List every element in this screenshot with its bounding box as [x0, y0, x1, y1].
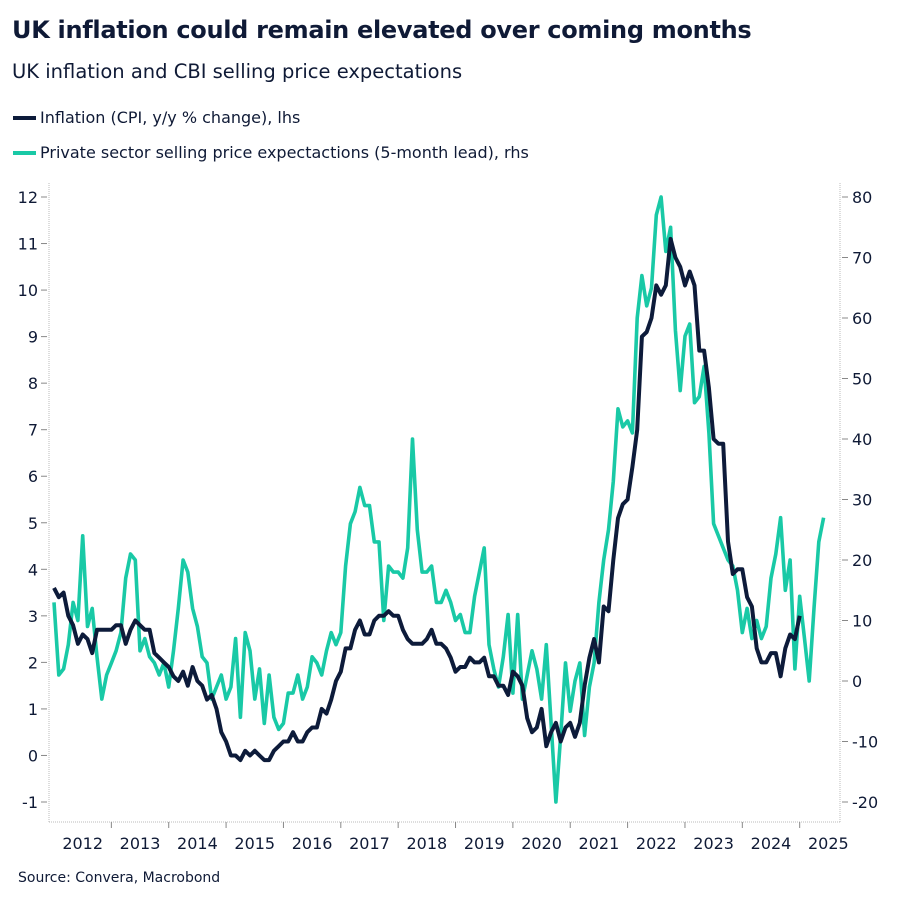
y-left-tick-label: 12	[18, 188, 38, 207]
x-tick-label: 2016	[292, 834, 333, 853]
y-right-tick-label: 20	[852, 551, 872, 570]
y-right-tick-label: 40	[852, 430, 872, 449]
y-left-tick-label: 10	[18, 281, 38, 300]
y-right-tick-label: -20	[852, 793, 878, 812]
y-left-tick-label: 4	[28, 560, 38, 579]
series-line-inflation	[52, 236, 802, 763]
x-tick-label: 2017	[349, 834, 390, 853]
legend-label-expectations: Private sector selling price expectactio…	[40, 143, 529, 162]
y-left-tick-label: 9	[28, 328, 38, 347]
legend-swatch-inflation	[13, 115, 36, 120]
y-left-tick-label: 2	[28, 653, 38, 672]
y-left-tick-label: 7	[28, 421, 38, 440]
chart-title: UK inflation could remain elevated over …	[12, 16, 752, 44]
y-left-tick-label: 5	[28, 514, 38, 533]
x-tick-label: 2024	[751, 834, 792, 853]
x-tick-label: 2022	[636, 834, 677, 853]
y-right-tick-label: 70	[852, 249, 872, 268]
y-right-tick-label: 30	[852, 491, 872, 510]
x-tick-label: 2015	[234, 834, 275, 853]
y-right-tick-label: 50	[852, 370, 872, 389]
x-tick-label: 2014	[177, 834, 218, 853]
legend-item-expectations: Private sector selling price expectactio…	[13, 143, 529, 162]
y-right-tick-label: 10	[852, 612, 872, 631]
y-right-tick-label: -10	[852, 733, 878, 752]
y-left-tick-label: 0	[28, 746, 38, 765]
y-left-tick-label: 11	[18, 235, 38, 254]
x-tick-label: 2023	[693, 834, 734, 853]
x-tick-label: 2021	[579, 834, 620, 853]
source-note: Source: Convera, Macrobond	[18, 870, 221, 886]
y-right-tick-label: 60	[852, 309, 872, 328]
legend-swatch-expectations	[13, 150, 36, 155]
y-left-tick-label: 8	[28, 374, 38, 393]
y-left-tick-label: 3	[28, 607, 38, 626]
x-tick-label: 2019	[464, 834, 505, 853]
y-left-tick-label: 6	[28, 467, 38, 486]
y-right-tick-label: 80	[852, 188, 872, 207]
legend-item-inflation: Inflation (CPI, y/y % change), lhs	[13, 108, 300, 127]
x-tick-label: 2013	[120, 834, 161, 853]
x-tick-label: 2018	[406, 834, 447, 853]
legend-label-inflation: Inflation (CPI, y/y % change), lhs	[40, 108, 301, 127]
y-left-tick-label: -1	[22, 793, 38, 812]
x-tick-label: 2020	[521, 834, 562, 853]
y-right-tick-label: 0	[852, 672, 862, 691]
x-tick-label: 2025	[808, 834, 849, 853]
chart-subtitle: UK inflation and CBI selling price expec…	[12, 60, 463, 83]
series-line-selling-price-expectations	[52, 195, 826, 804]
y-left-tick-label: 1	[28, 700, 38, 719]
x-tick-label: 2012	[62, 834, 103, 853]
